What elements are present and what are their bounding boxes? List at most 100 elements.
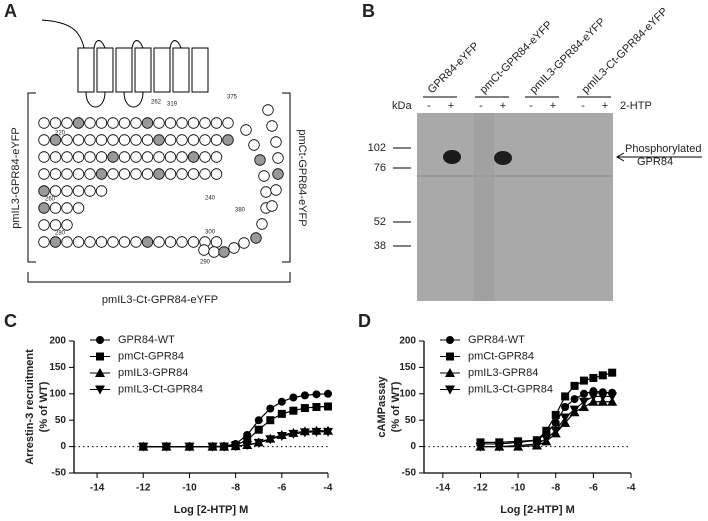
residue-number: 220 [55, 131, 66, 137]
residue-number: 300 [205, 230, 216, 236]
bracket-label: pmCt-GPR84-eYFP [296, 129, 308, 226]
lane-label: GPR84-eYFP [426, 40, 482, 96]
band [494, 151, 512, 165]
point [311, 427, 322, 437]
n-terminus [41, 19, 85, 49]
point [323, 427, 333, 437]
point [597, 392, 608, 402]
residue [84, 168, 96, 180]
residue [84, 151, 96, 163]
sign: + [550, 100, 556, 112]
point [300, 391, 309, 400]
residue [210, 168, 223, 180]
residue-number: 319 [167, 102, 178, 108]
band-label: GPR84 [637, 156, 673, 168]
point [266, 416, 275, 425]
panel-letter: A [4, 1, 17, 21]
residue [176, 151, 188, 163]
point [253, 438, 264, 448]
point [254, 425, 263, 434]
point [324, 389, 332, 398]
residue [130, 117, 142, 129]
residue [248, 139, 260, 151]
residue [176, 117, 188, 129]
y-tick-label: -50 [402, 468, 417, 479]
y-tick-label: 50 [55, 415, 67, 426]
point [542, 426, 551, 435]
point [138, 442, 149, 452]
y-tick-label: 100 [49, 388, 66, 399]
residue [164, 168, 177, 180]
blot [417, 113, 613, 301]
legend-label: pmCt-GPR84 [468, 350, 534, 362]
point [531, 439, 542, 449]
legend-marker [96, 336, 104, 344]
residue [187, 151, 200, 163]
residue [95, 185, 108, 197]
residue [61, 117, 73, 129]
residue [238, 237, 250, 249]
x-axis-label: Log [2-HTP] M [174, 504, 249, 516]
legend-marker [95, 385, 105, 395]
point [551, 418, 560, 427]
residue [49, 168, 62, 180]
residue-number: 375 [227, 95, 238, 101]
marker-label: 38 [374, 240, 386, 252]
residue [61, 168, 73, 180]
point [242, 441, 253, 451]
residue [270, 136, 282, 148]
residue [49, 185, 62, 197]
residue [210, 151, 223, 163]
residue-number: 280 [55, 231, 66, 237]
lane-smear [474, 113, 494, 301]
residue [218, 246, 230, 258]
residue [38, 151, 50, 163]
residue [222, 134, 234, 146]
residue [95, 134, 108, 146]
residue-number: 260 [45, 197, 56, 203]
residue [49, 134, 62, 146]
band [443, 150, 461, 164]
residue [187, 117, 200, 129]
residue [210, 236, 223, 248]
legend-marker [95, 368, 105, 377]
point [541, 434, 552, 444]
residue [72, 117, 85, 129]
residue [130, 168, 142, 180]
legend-label: pmCt-GPR84 [118, 350, 184, 362]
y-axis-label: (% of WT) [390, 381, 402, 432]
panel-a: A 220 260 240 280 300 262 319 375 380 290 pmIL3-G… [4, 1, 308, 306]
residues: 220 260 240 280 300 262 319 375 380 290 [38, 95, 284, 266]
legend-marker [96, 352, 104, 361]
point [219, 442, 230, 452]
legend-marker [445, 368, 455, 377]
y-tick-label: -50 [52, 468, 67, 479]
legend-label: GPR84-WT [468, 334, 525, 346]
residue [118, 134, 131, 146]
point [277, 397, 286, 406]
y-tick-label: 150 [49, 362, 66, 373]
point [589, 373, 598, 382]
residue [72, 134, 85, 146]
bracket-label: pmIL3-Ct-GPR84-eYFP [102, 294, 218, 306]
residue [118, 236, 131, 248]
point [289, 393, 298, 402]
point [289, 406, 298, 415]
brackets [27, 92, 291, 283]
sign: + [448, 100, 454, 112]
tm-helices [77, 40, 209, 108]
point [207, 442, 218, 452]
residue [210, 134, 223, 146]
residue [61, 134, 73, 146]
residue [258, 170, 270, 182]
residue [107, 117, 119, 129]
point [551, 410, 560, 419]
residue [240, 124, 252, 136]
band-label: Phosphorylated [625, 143, 701, 155]
residue [141, 117, 154, 129]
residue [153, 117, 165, 129]
residue [61, 219, 73, 231]
x-tick-label: -6 [589, 483, 598, 494]
sign: - [479, 100, 483, 112]
residue [107, 236, 119, 248]
